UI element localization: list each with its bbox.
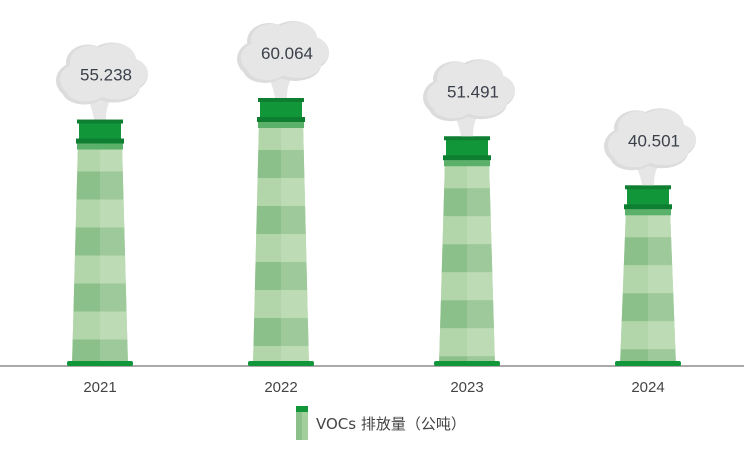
legend: VOCs 排放量（公吨） — [296, 406, 466, 440]
chimney-cap-rim-bottom — [257, 117, 305, 122]
chimney-stripe-highlight — [100, 339, 128, 366]
chimney-cap-rim-top — [77, 119, 123, 124]
chimney-cap-rim-top — [444, 136, 490, 141]
chimney-stripe — [254, 290, 308, 318]
chimney-stripe — [440, 272, 494, 301]
chimney-stripe-highlight — [281, 318, 309, 346]
chimney-stripe — [74, 255, 126, 284]
chimney-stripe-highlight — [467, 244, 493, 273]
chimney-stripe — [440, 300, 494, 329]
chimney-stripe-highlight — [100, 143, 123, 172]
smoke-cloud — [70, 55, 134, 96]
chimney-stripe — [72, 339, 128, 366]
chimney-cap — [627, 187, 669, 206]
chimney-stripe — [258, 122, 304, 150]
chimney-base — [67, 361, 133, 366]
chimney-stripe — [443, 188, 491, 217]
chimney-stripe — [442, 216, 492, 245]
smoke-cloud — [437, 72, 501, 113]
chimney-stripe-highlight — [648, 265, 674, 294]
chimney-stripe — [73, 283, 127, 312]
smoke-cloud — [251, 34, 315, 74]
chimney-stripe-highlight — [100, 171, 124, 200]
chimney-stripe-highlight — [467, 272, 494, 301]
chimney-stripe-highlight — [648, 209, 672, 238]
chimney-stripe — [444, 160, 490, 189]
chimney-stripe-highlight — [281, 234, 307, 262]
chimney-stripe-highlight — [648, 237, 673, 266]
chimney-base — [248, 361, 314, 366]
chimney-stripe-highlight — [281, 122, 304, 150]
chimney-stripe-highlight — [648, 293, 675, 322]
chimney-stripe-highlight — [467, 300, 494, 329]
chimney-stripe-highlight — [467, 216, 492, 245]
chimney-stripe-highlight — [467, 188, 491, 217]
chimney-stripe — [253, 318, 309, 346]
chimney-stripe-highlight — [648, 321, 676, 350]
data-label: 60.064 — [261, 44, 313, 63]
chimney-stripe — [72, 311, 128, 340]
chimney-stripe — [620, 321, 676, 350]
chimney-stripe-highlight — [100, 199, 125, 228]
data-label: 55.238 — [80, 66, 132, 85]
chimney-cap-rim-top — [625, 185, 671, 190]
chimney-cap-rim-bottom — [624, 204, 672, 210]
chimney-collar — [625, 209, 671, 216]
chimney-stripe-highlight — [100, 311, 128, 340]
x-tick-label: 2022 — [264, 379, 297, 396]
chimney-bar-2022: 60.064 2022 — [237, 21, 329, 396]
chimney-stripe — [624, 209, 672, 238]
x-tick-label: 2024 — [631, 379, 664, 396]
chimney-cap — [260, 100, 302, 118]
chimney-stripe — [439, 328, 495, 357]
chimney-bar-2024: 40.501 2024 — [604, 108, 696, 396]
chimney-bar-2021: 55.238 2021 — [56, 42, 148, 396]
x-tick-label: 2021 — [83, 379, 116, 396]
chimney-stripe — [254, 262, 308, 290]
chimney-stripe-highlight — [467, 160, 490, 189]
chimney-base — [434, 361, 500, 366]
chimney-stripe-highlight — [281, 290, 308, 318]
chimney-cap-rim-bottom — [76, 138, 124, 144]
chimney-stripe — [621, 293, 675, 322]
data-label: 51.491 — [447, 82, 499, 101]
chimney-stripe — [256, 178, 306, 206]
chimney-stripe-highlight — [100, 255, 126, 284]
data-label: 40.501 — [628, 131, 680, 150]
chimney-stripe — [256, 206, 306, 234]
chimney-stripe-highlight — [281, 150, 305, 178]
chimney-collar — [258, 122, 304, 128]
legend-label: VOCs 排放量（公吨） — [316, 414, 466, 433]
chimney-cap-rim-top — [258, 98, 304, 102]
chimney-stripe — [74, 227, 126, 256]
chimney-stripe — [441, 244, 493, 273]
chimney-cap-rim-bottom — [443, 155, 491, 161]
chimney-cap — [79, 121, 121, 140]
chimney-bar-2023: 51.491 2023 — [423, 59, 515, 396]
chimney-stripe — [77, 143, 123, 172]
chimney-stripe-highlight — [281, 262, 308, 290]
legend-swatch — [296, 406, 308, 440]
chimney-stripe-highlight — [100, 227, 126, 256]
chimney-collar — [77, 143, 123, 150]
x-tick-label: 2023 — [450, 379, 483, 396]
chimney-stripe — [622, 265, 674, 294]
chimney-stripe-highlight — [281, 206, 306, 234]
chimney-stripe — [75, 199, 125, 228]
chimney-stripe — [257, 150, 305, 178]
chimney-stripe — [255, 234, 307, 262]
chimney-stripe — [76, 171, 124, 200]
chimney-collar — [444, 160, 490, 167]
chimney-stripe-highlight — [100, 283, 127, 312]
chimney-stripe-highlight — [467, 328, 495, 357]
chimney-cap — [446, 138, 488, 157]
smoke-cloud — [618, 121, 682, 162]
chimney-stripe-highlight — [281, 178, 306, 206]
chimney-base — [615, 361, 681, 366]
chimney-stripe — [623, 237, 673, 266]
